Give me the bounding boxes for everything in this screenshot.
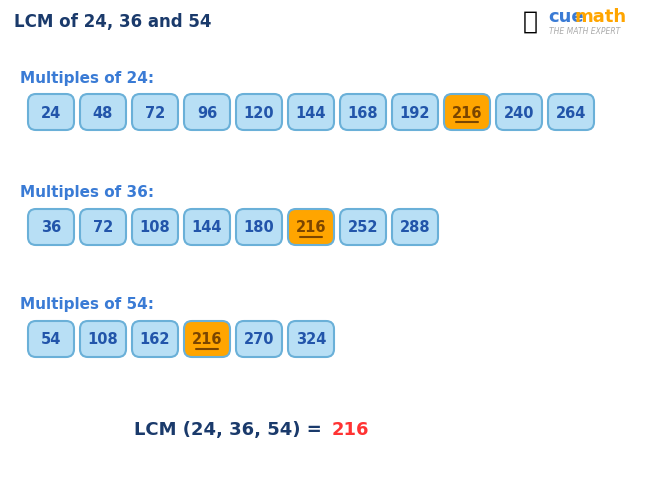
Text: 324: 324 — [296, 332, 326, 347]
Text: 288: 288 — [400, 220, 430, 235]
Text: math: math — [575, 8, 627, 26]
Text: Multiples of 24:: Multiples of 24: — [20, 70, 154, 85]
FancyBboxPatch shape — [288, 321, 334, 357]
Text: THE MATH EXPERT: THE MATH EXPERT — [549, 27, 621, 35]
Text: 72: 72 — [93, 220, 113, 235]
FancyBboxPatch shape — [496, 95, 542, 131]
Text: 108: 108 — [140, 220, 171, 235]
Text: 24: 24 — [41, 106, 61, 120]
Text: LCM (24, 36, 54) =: LCM (24, 36, 54) = — [134, 420, 328, 438]
Text: 270: 270 — [244, 332, 274, 347]
FancyBboxPatch shape — [444, 95, 490, 131]
Text: LCM of 24, 36 and 54: LCM of 24, 36 and 54 — [14, 13, 211, 31]
FancyBboxPatch shape — [28, 95, 74, 131]
FancyBboxPatch shape — [236, 321, 282, 357]
FancyBboxPatch shape — [236, 95, 282, 131]
Text: 108: 108 — [88, 332, 118, 347]
FancyBboxPatch shape — [28, 321, 74, 357]
FancyBboxPatch shape — [184, 95, 230, 131]
Text: 240: 240 — [504, 106, 534, 120]
FancyBboxPatch shape — [80, 95, 126, 131]
FancyBboxPatch shape — [132, 95, 178, 131]
FancyBboxPatch shape — [80, 321, 126, 357]
FancyBboxPatch shape — [184, 321, 230, 357]
Text: 252: 252 — [348, 220, 379, 235]
FancyBboxPatch shape — [236, 210, 282, 245]
Text: 216: 216 — [296, 220, 326, 235]
FancyBboxPatch shape — [548, 95, 594, 131]
Text: 144: 144 — [192, 220, 222, 235]
Text: Multiples of 36:: Multiples of 36: — [20, 185, 154, 200]
FancyBboxPatch shape — [392, 95, 438, 131]
Text: 168: 168 — [348, 106, 379, 120]
Text: 48: 48 — [92, 106, 113, 120]
FancyBboxPatch shape — [28, 210, 74, 245]
Text: 180: 180 — [243, 220, 274, 235]
Text: 264: 264 — [556, 106, 586, 120]
Text: 96: 96 — [197, 106, 217, 120]
Text: Multiples of 54:: Multiples of 54: — [20, 297, 154, 312]
Text: 36: 36 — [41, 220, 61, 235]
FancyBboxPatch shape — [288, 95, 334, 131]
Text: 120: 120 — [243, 106, 274, 120]
FancyBboxPatch shape — [184, 210, 230, 245]
Text: cue: cue — [548, 8, 584, 26]
Text: 54: 54 — [41, 332, 61, 347]
Text: 192: 192 — [400, 106, 430, 120]
Text: 216: 216 — [452, 106, 482, 120]
FancyBboxPatch shape — [392, 210, 438, 245]
FancyBboxPatch shape — [340, 210, 386, 245]
Text: 162: 162 — [140, 332, 171, 347]
Text: 144: 144 — [296, 106, 326, 120]
Text: 72: 72 — [145, 106, 165, 120]
FancyBboxPatch shape — [80, 210, 126, 245]
FancyBboxPatch shape — [132, 321, 178, 357]
Text: 216: 216 — [332, 420, 369, 438]
Text: 216: 216 — [192, 332, 222, 347]
FancyBboxPatch shape — [340, 95, 386, 131]
Text: 🚀: 🚀 — [522, 10, 537, 34]
FancyBboxPatch shape — [132, 210, 178, 245]
FancyBboxPatch shape — [288, 210, 334, 245]
